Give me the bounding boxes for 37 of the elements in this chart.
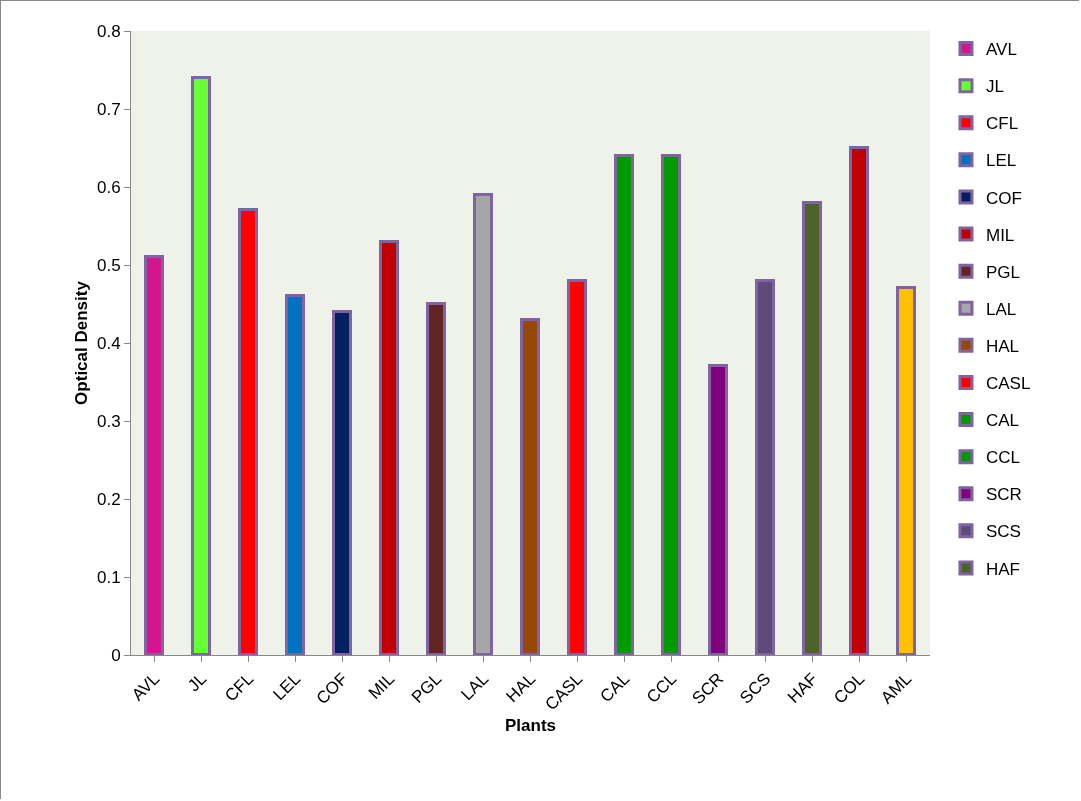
x-tick-label: AVL (128, 669, 164, 705)
legend-label: MIL (985, 225, 1015, 245)
legend-label: COF (985, 188, 1022, 208)
y-tick-label: 0.1 (96, 567, 121, 587)
legend-label: HAF (985, 559, 1020, 579)
x-tick-label: MIL (364, 669, 399, 703)
x-tick-label: JL (184, 669, 211, 696)
x-tick-label: COL (830, 669, 869, 708)
legend-label: CAL (985, 411, 1020, 431)
x-tick-label: LAL (457, 669, 493, 705)
y-tick-label: 0.8 (96, 21, 121, 41)
legend-label: CFL (985, 114, 1019, 134)
x-tick-label: HAL (502, 669, 540, 707)
legend-label: HAL (985, 336, 1020, 356)
legend-label: LAL (985, 299, 1017, 319)
y-axis-title: Optical Density (72, 280, 91, 405)
y-tick-label: 0.3 (96, 411, 121, 431)
legend-label: PGL (985, 262, 1021, 282)
legend-label: JL (985, 77, 1004, 97)
x-tick-label: CFL (221, 669, 258, 706)
legend-label: CCL (985, 448, 1020, 468)
x-tick-label: PGL (407, 669, 446, 707)
y-tick-label: 0.7 (96, 99, 121, 119)
y-tick-label: 0.4 (96, 333, 121, 353)
y-tick-label: 0.5 (96, 255, 121, 275)
x-tick-label: CAL (596, 669, 634, 707)
y-tick-label: 0 (111, 645, 121, 665)
legend-label: CASL (985, 374, 1031, 394)
legend-label: SCR (985, 485, 1022, 505)
x-tick-label: CCL (642, 669, 681, 707)
legend-label: LEL (985, 151, 1017, 171)
x-axis-title: Plants (504, 716, 557, 736)
x-tick-label: LEL (269, 669, 305, 705)
y-tick-label: 0.2 (96, 489, 121, 509)
legend-label: AVL (985, 40, 1017, 60)
y-tick-label: 0.6 (96, 177, 121, 197)
legend-label: SCS (985, 522, 1021, 542)
